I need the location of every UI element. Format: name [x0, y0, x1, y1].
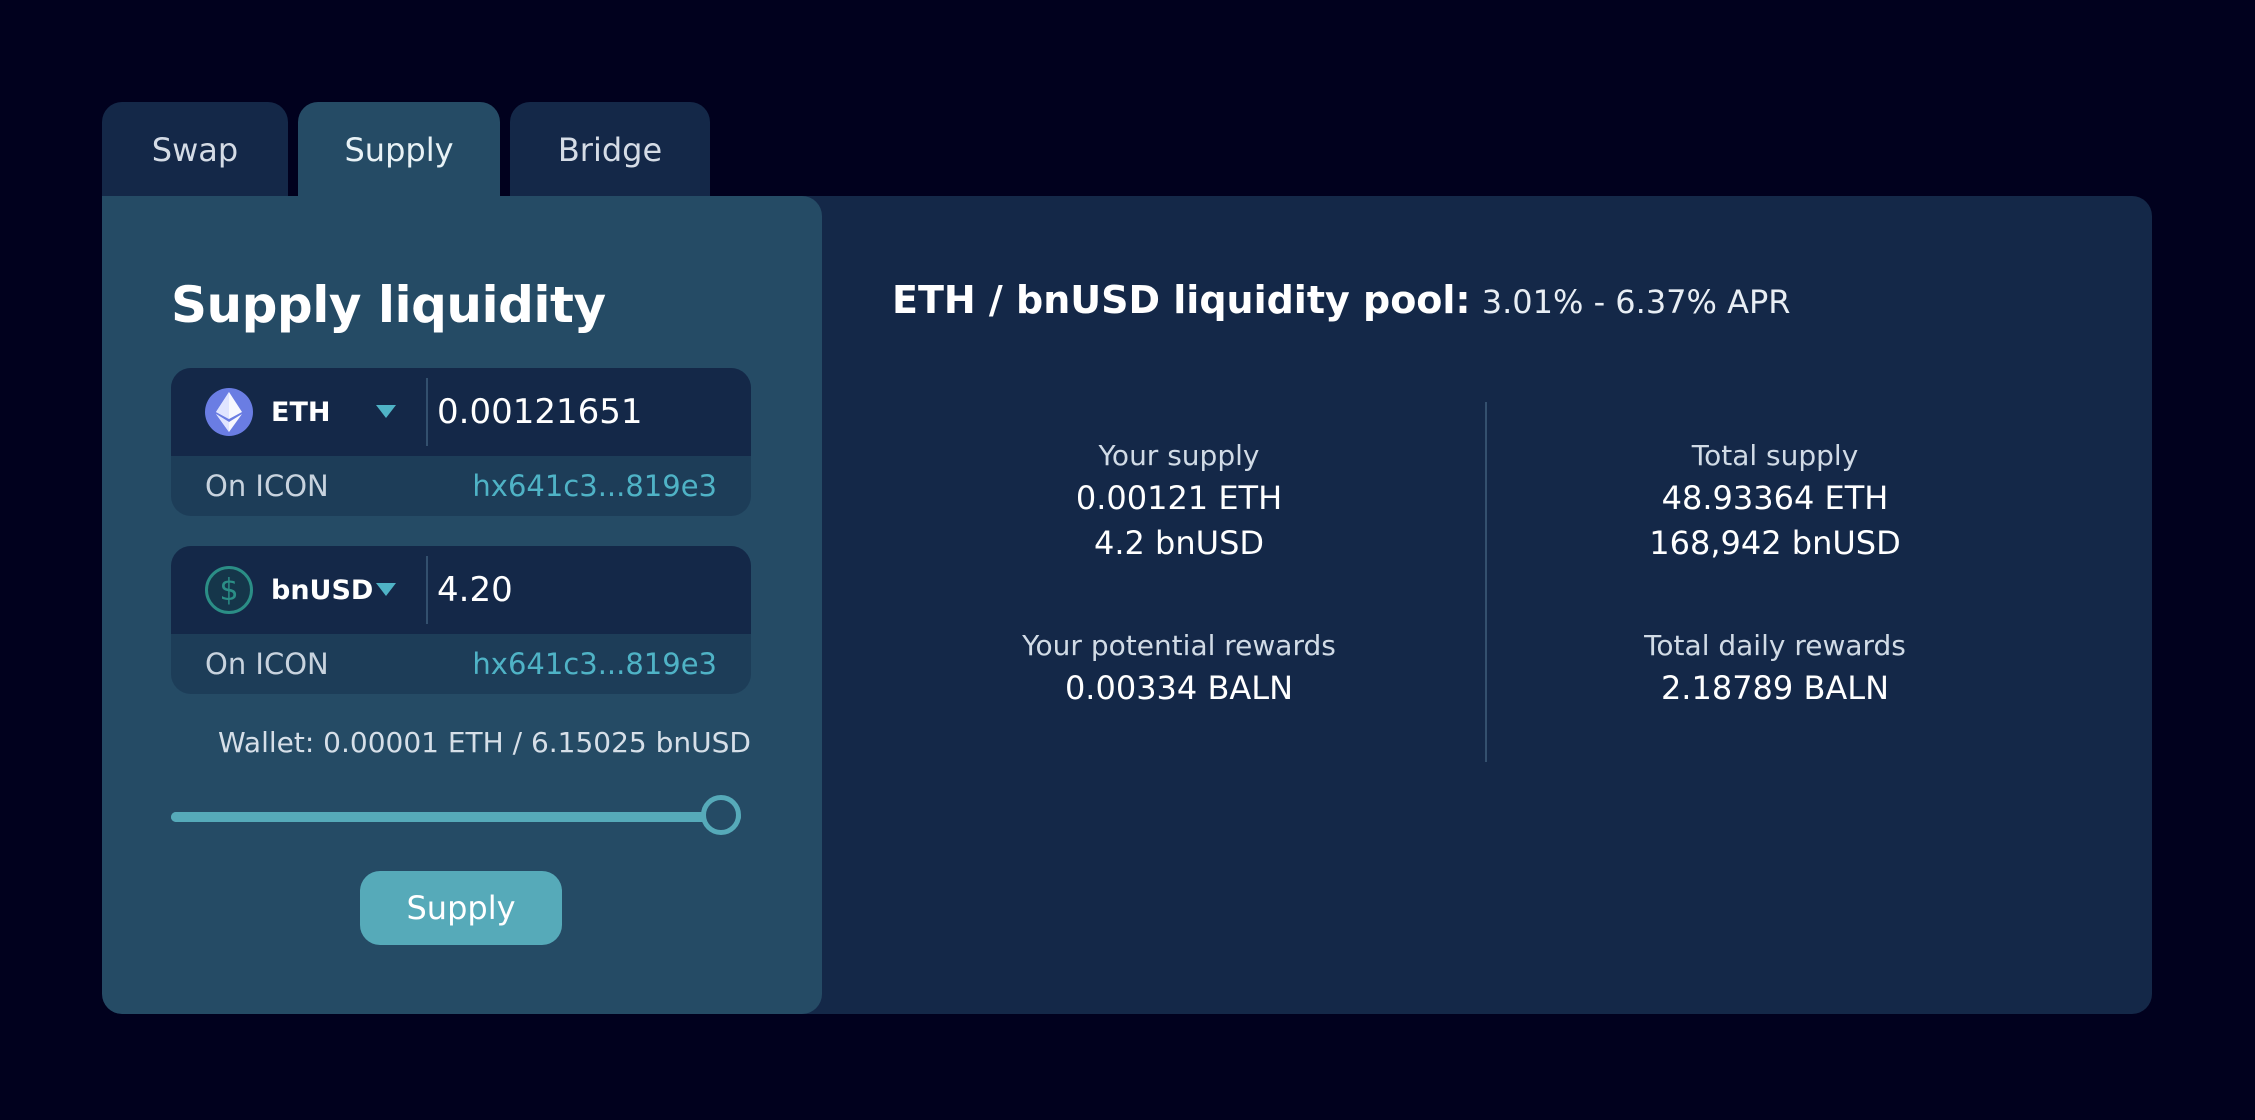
tab-supply[interactable]: Supply [298, 102, 500, 198]
ethereum-icon [205, 388, 253, 436]
asset-symbol: bnUSD [271, 574, 374, 606]
pool-name: ETH / bnUSD liquidity pool: [892, 278, 1471, 322]
pool-title: ETH / bnUSD liquidity pool: 3.01% - 6.37… [892, 278, 1791, 322]
wallet-address-link[interactable]: hx641c3...819e3 [472, 469, 717, 503]
chevron-down-icon [376, 583, 396, 596]
your-rewards-label: Your potential rewards [1022, 629, 1336, 662]
your-supply-label: Your supply [1098, 439, 1260, 472]
total-rewards-value: 2.18789 BALN [1660, 669, 1890, 707]
wallet-balance: Wallet: 0.00001 ETH / 6.15025 bnUSD [218, 726, 751, 759]
asset-network: On ICON [205, 469, 329, 503]
chevron-down-icon [376, 405, 396, 418]
total-supply-bnusd: 168,942 bnUSD [1649, 524, 1901, 562]
your-supply-eth: 0.00121 ETH [1075, 479, 1283, 517]
supply-button[interactable]: Supply [360, 871, 562, 945]
pool-apr: 3.01% - 6.37% APR [1481, 283, 1791, 321]
amount-input-eth[interactable]: 0.00121651 [437, 392, 643, 432]
stats-divider [1485, 402, 1487, 762]
dollar-coin-icon: $ [205, 566, 253, 614]
divider [426, 378, 428, 446]
amount-input-bnusd[interactable]: 4.20 [437, 570, 513, 610]
asset-input-eth: ETH 0.00121651 On ICON hx641c3...819e3 [171, 368, 751, 516]
total-supply-eth: 48.93364 ETH [1661, 479, 1889, 517]
your-rewards-value: 0.00334 BALN [1064, 669, 1294, 707]
main-card: Supply liquidity ETH 0. [102, 196, 2152, 1014]
asset-network: On ICON [205, 647, 329, 681]
wallet-address-link[interactable]: hx641c3...819e3 [472, 647, 717, 681]
slider-handle[interactable] [701, 795, 741, 835]
asset-input-bnusd: $ bnUSD 4.20 On ICON hx641c3...819e3 [171, 546, 751, 694]
asset-input-row: $ bnUSD 4.20 [171, 546, 751, 634]
asset-symbol: ETH [271, 396, 331, 428]
your-stats: Your supply 0.00121 ETH 4.2 bnUSD Your p… [899, 436, 1459, 711]
amount-slider[interactable] [171, 795, 741, 835]
your-supply-bnusd: 4.2 bnUSD [1093, 524, 1265, 562]
asset-selector-bnusd[interactable]: $ bnUSD [171, 546, 426, 634]
total-stats: Total supply 48.93364 ETH 168,942 bnUSD … [1495, 436, 2055, 711]
total-rewards-label: Total daily rewards [1644, 629, 1906, 662]
tab-swap[interactable]: Swap [102, 102, 288, 198]
supply-liquidity-title: Supply liquidity [171, 276, 606, 334]
slider-fill [171, 812, 721, 822]
asset-selector-eth[interactable]: ETH [171, 368, 426, 456]
svg-text:$: $ [219, 573, 238, 607]
supply-liquidity-panel: Supply liquidity ETH 0. [102, 196, 822, 1014]
divider [426, 556, 428, 624]
total-supply-label: Total supply [1691, 439, 1859, 472]
asset-input-row: ETH 0.00121651 [171, 368, 751, 456]
tab-bridge[interactable]: Bridge [510, 102, 710, 198]
